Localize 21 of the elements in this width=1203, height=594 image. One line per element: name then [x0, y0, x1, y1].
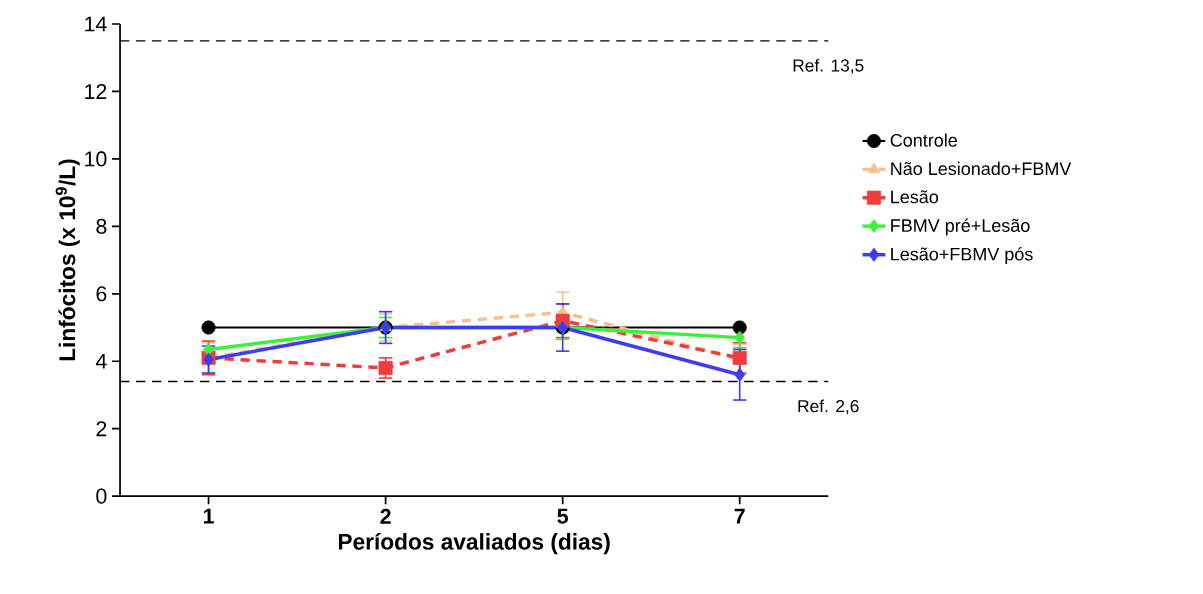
ref-line-label: Ref. 2,6	[798, 399, 859, 415]
legend-label: Controle	[890, 133, 957, 147]
y-tick-label: 4	[95, 354, 107, 369]
legend-label: Lesão	[891, 190, 939, 204]
ref-line-label: Ref. 13,5	[793, 59, 864, 74]
y-tick-label: 0	[96, 488, 107, 504]
legend-label: Não Lesionado+FBMV	[891, 162, 1072, 176]
y-tick-label: 12	[85, 84, 107, 100]
y-axis-title: Linfócitos (x 10$^{9}$/L)	[55, 159, 80, 361]
x-tick-label: 5	[557, 509, 568, 524]
y-tick-label: 10	[85, 151, 107, 167]
legend-label: Lesão+FBMV pós	[891, 247, 1033, 265]
x-axis-title: Períodos avaliados (dias)	[338, 533, 610, 555]
legend-label: FBMV pré+Lesão	[891, 218, 1030, 236]
x-tick-label: 7	[734, 509, 745, 524]
y-tick-label: 6	[96, 286, 107, 302]
y-tick-label: 2	[96, 421, 107, 437]
y-tick-label: 14	[85, 16, 107, 32]
x-tick-label: 1	[203, 509, 214, 524]
x-tick-label: 2	[380, 509, 391, 525]
y-tick-label: 8	[96, 219, 107, 235]
